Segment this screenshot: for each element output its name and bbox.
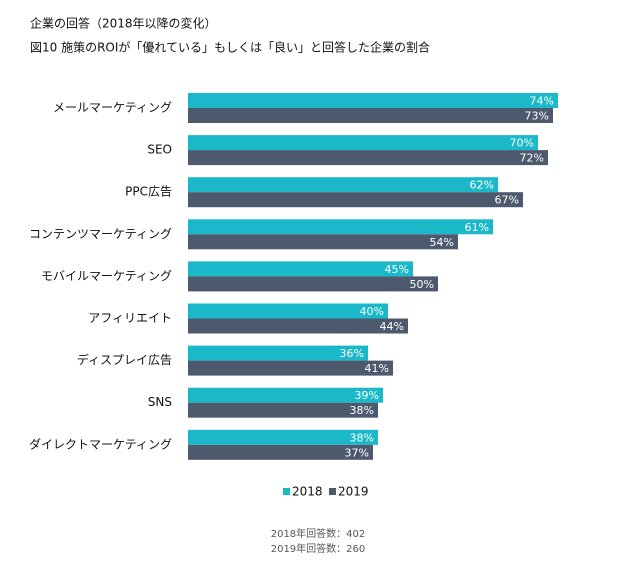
bar — [188, 345, 368, 361]
value-label: 67% — [495, 194, 519, 207]
value-label: 38% — [350, 404, 374, 417]
y-tick-label: メールマーケティング — [53, 101, 172, 115]
bar — [188, 150, 548, 166]
value-label: 44% — [380, 320, 404, 333]
note: 2019年回答数：260 — [271, 542, 366, 555]
value-label: 50% — [410, 278, 434, 291]
bar — [188, 108, 553, 123]
bar — [188, 219, 493, 235]
value-label: 45% — [385, 263, 409, 276]
legend-label: 2018 — [292, 485, 323, 499]
chart-title: 企業の回答（2018年以降の変化） — [30, 16, 217, 31]
y-tick-label: SEO — [147, 143, 172, 157]
value-label: 37% — [345, 446, 369, 459]
value-label: 73% — [525, 110, 549, 123]
y-tick-label: ディスプレイ広告 — [77, 352, 172, 367]
bar — [188, 387, 383, 403]
note: 2018年回答数：402 — [271, 527, 366, 540]
bar — [188, 360, 393, 376]
bar — [188, 303, 388, 319]
bar — [188, 429, 378, 445]
y-tick-label: アフィリエイト — [88, 311, 172, 325]
y-tick-label: SNS — [148, 395, 172, 409]
value-label: 40% — [360, 305, 384, 318]
legend-swatch — [329, 488, 336, 495]
chart-subtitle: 図10 施策のROIが「優れている」もしくは「良い」と回答した企業の割合 — [30, 40, 430, 55]
legend-label: 2019 — [338, 485, 369, 499]
bar — [188, 135, 538, 151]
y-tick-label: モバイルマーケティング — [41, 269, 172, 283]
value-label: 61% — [465, 221, 489, 234]
y-tick-label: PPC広告 — [125, 185, 172, 199]
value-label: 38% — [350, 431, 374, 444]
bar — [188, 444, 373, 460]
bar — [188, 276, 438, 292]
y-tick-label: ダイレクトマーケティング — [29, 436, 172, 451]
bar — [188, 402, 378, 418]
value-label: 54% — [430, 236, 454, 249]
legend-swatch — [283, 488, 290, 495]
value-label: 36% — [340, 347, 364, 360]
bar — [188, 192, 523, 208]
bar — [188, 93, 558, 108]
bar — [188, 177, 498, 193]
bar — [188, 318, 408, 334]
value-label: 74% — [530, 95, 554, 108]
value-label: 39% — [355, 389, 379, 402]
y-tick-label: コンテンツマーケティング — [29, 227, 172, 241]
value-label: 41% — [365, 362, 389, 375]
value-label: 70% — [510, 137, 534, 150]
value-label: 72% — [520, 152, 544, 165]
value-label: 62% — [470, 179, 494, 192]
bar — [188, 234, 458, 250]
bar — [188, 261, 413, 277]
